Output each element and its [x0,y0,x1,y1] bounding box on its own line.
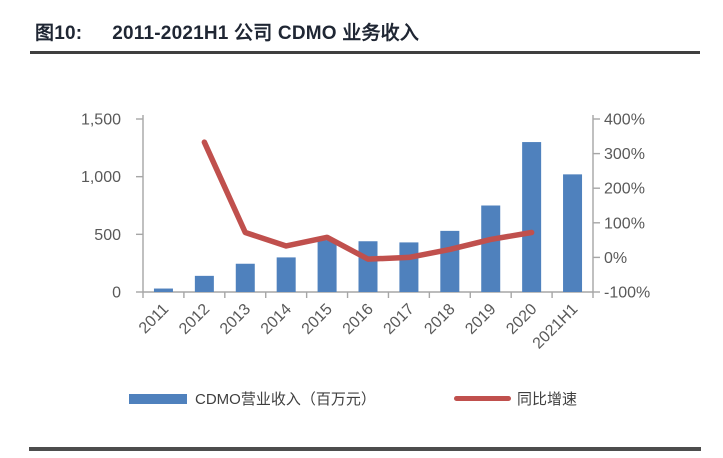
legend-item-growth: 同比增速 [454,388,577,409]
footer-divider [29,447,701,451]
bar-2013 [235,263,255,292]
bar-2021H1 [563,174,583,292]
figure-number: 图10: [35,23,83,44]
revenue-bar-swatch [129,393,187,404]
bar-2016 [358,241,378,292]
x-tick-label-2014: 2014 [258,301,295,338]
x-tick-label-2017: 2017 [381,301,418,338]
bar-2015 [317,240,337,292]
x-tick-label-2016: 2016 [340,301,377,338]
bar-2011 [153,288,173,292]
legend-label-growth: 同比增速 [517,391,578,408]
y-left-tick-label: 1,500 [81,112,121,129]
x-tick-label-2012: 2012 [176,301,213,338]
x-tick-label-2013: 2013 [217,301,254,338]
y-right-tick-label: 200% [604,181,645,198]
legend-item-revenue: CDMO营业收入（百万元） [129,388,376,409]
bar-2012 [194,275,214,292]
x-tick-label-2018: 2018 [421,301,458,338]
y-right-tick-label: -100% [604,285,650,302]
bar-2014 [276,257,296,292]
bar-2017 [399,242,419,292]
bar-2020 [522,142,542,292]
x-tick-label-2015: 2015 [299,301,336,338]
figure-header: 图10: 2011-2021H1 公司 CDMO 业务收入 [35,18,419,45]
legend-label-revenue: CDMO营业收入（百万元） [195,391,376,408]
y-right-tick-label: 0% [604,250,627,267]
x-tick-label-2021H1: 2021H1 [530,301,582,353]
x-tick-label-2019: 2019 [462,301,499,338]
growth-line [201,139,535,262]
growth-line-swatch [454,396,511,401]
header-divider [30,51,700,54]
y-left-tick-label: 0 [112,285,121,302]
x-tick-label-2020: 2020 [503,301,540,338]
y-left-tick-label: 500 [94,227,121,244]
y-left-tick-label: 1,000 [81,169,121,186]
figure-title: 2011-2021H1 公司 CDMO 业务收入 [112,23,420,44]
y-right-tick-label: 400% [604,112,645,129]
bar-2018 [440,230,460,292]
bar-2019 [481,205,501,292]
y-right-tick-label: 100% [604,215,645,232]
x-tick-label-2011: 2011 [136,301,172,337]
y-right-tick-label: 300% [604,146,645,163]
